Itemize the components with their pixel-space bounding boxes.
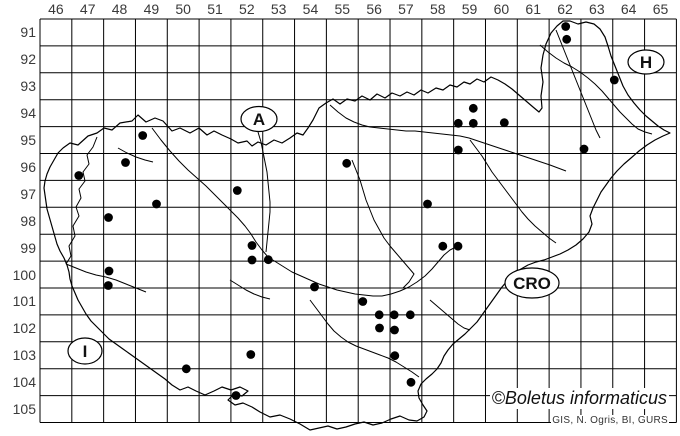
row-label-93: 93 xyxy=(20,78,36,95)
occurrence-dot xyxy=(74,171,84,180)
occurrence-dot xyxy=(342,158,352,168)
river-line xyxy=(65,263,147,293)
occurrence-dot xyxy=(358,297,368,306)
country-label-ellipse xyxy=(627,49,665,75)
occurrence-dot xyxy=(138,131,148,140)
col-label-62: 62 xyxy=(557,1,573,17)
occurrence-dot xyxy=(263,255,273,265)
occurrence-dot xyxy=(468,103,478,113)
occurrence-dot xyxy=(152,199,161,209)
col-label-49: 49 xyxy=(143,1,160,17)
col-label-52: 52 xyxy=(239,1,255,17)
row-label-102: 102 xyxy=(12,320,36,337)
river-line xyxy=(429,299,471,331)
country-label-ellipse xyxy=(504,267,560,299)
country-label-ellipse xyxy=(67,337,103,365)
occurrence-dot xyxy=(562,34,572,44)
row-label-94: 94 xyxy=(20,105,36,122)
occurrence-dot xyxy=(453,241,463,251)
col-label-50: 50 xyxy=(175,1,191,17)
row-label-95: 95 xyxy=(20,132,36,149)
occurrence-dot xyxy=(121,158,130,167)
row-label-101: 101 xyxy=(12,293,36,310)
col-label-57: 57 xyxy=(398,1,414,17)
country-label: H xyxy=(640,53,652,72)
occurrence-dot xyxy=(405,310,415,320)
col-label-53: 53 xyxy=(270,1,287,17)
row-label-104: 104 xyxy=(12,374,36,391)
country-label-ellipse xyxy=(240,105,278,133)
col-label-60: 60 xyxy=(493,1,510,17)
col-label-51: 51 xyxy=(207,1,223,17)
col-label-56: 56 xyxy=(366,1,382,17)
occurrence-dot xyxy=(246,350,256,359)
country-label: A xyxy=(253,110,265,129)
river-line xyxy=(151,127,457,297)
col-label-64: 64 xyxy=(620,1,637,17)
occurrence-dot xyxy=(389,310,399,320)
occurrence-dot xyxy=(609,75,619,85)
river-line xyxy=(309,299,420,378)
row-label-97: 97 xyxy=(20,185,36,202)
country-label: I xyxy=(83,342,88,361)
occurrence-dot xyxy=(499,118,509,128)
occurrence-dot xyxy=(438,241,448,251)
country-border xyxy=(43,20,671,431)
row-label-103: 103 xyxy=(12,347,36,364)
row-label-98: 98 xyxy=(20,212,36,229)
col-label-55: 55 xyxy=(334,1,351,17)
occurrence-dot xyxy=(104,266,114,276)
occurrence-dot xyxy=(310,282,319,292)
occurrence-dot xyxy=(423,199,432,209)
occurrence-dot xyxy=(453,145,463,155)
river-line xyxy=(117,147,154,163)
occurrence-dot xyxy=(104,213,113,222)
occurrence-dot xyxy=(468,118,478,128)
occurrence-dot xyxy=(453,118,463,128)
occurrence-dot xyxy=(579,144,589,154)
col-label-46: 46 xyxy=(48,1,64,17)
row-label-99: 99 xyxy=(20,239,36,256)
copyright-text: ©Boletus informaticus xyxy=(489,388,669,409)
occurrence-dot xyxy=(390,351,400,361)
occurrence-dot xyxy=(406,377,416,387)
occurrence-dot xyxy=(561,22,571,31)
occurrence-dot xyxy=(247,241,257,250)
col-label-61: 61 xyxy=(525,1,541,17)
river-line xyxy=(329,104,567,172)
river-line xyxy=(469,139,557,244)
source-credit-text: GIS, N. Ogris, BI, GURS xyxy=(551,415,669,427)
river-line xyxy=(555,29,601,139)
river-line xyxy=(65,136,98,265)
river-line xyxy=(351,159,415,289)
col-label-54: 54 xyxy=(302,1,319,17)
row-label-92: 92 xyxy=(20,51,36,68)
occurrence-dot xyxy=(232,186,242,195)
country-label: CRO xyxy=(513,274,551,293)
river-line xyxy=(257,131,271,253)
occurrence-dot xyxy=(231,391,241,400)
row-label-105: 105 xyxy=(12,401,36,418)
occurrence-dot xyxy=(375,323,384,333)
col-label-58: 58 xyxy=(429,1,446,17)
row-label-96: 96 xyxy=(20,158,36,175)
occurrence-dot xyxy=(181,364,191,374)
occurrence-dot xyxy=(103,281,113,290)
col-label-47: 47 xyxy=(79,1,96,17)
river-line xyxy=(229,279,271,300)
col-label-65: 65 xyxy=(652,1,669,17)
row-label-100: 100 xyxy=(12,266,36,283)
col-label-63: 63 xyxy=(589,1,605,17)
row-label-91: 91 xyxy=(20,24,36,41)
occurrence-dot xyxy=(390,325,399,335)
col-label-59: 59 xyxy=(461,1,478,17)
occurrence-dot xyxy=(247,255,257,265)
river-line xyxy=(539,44,653,135)
occurrence-dot xyxy=(374,310,384,320)
col-label-48: 48 xyxy=(111,1,128,17)
